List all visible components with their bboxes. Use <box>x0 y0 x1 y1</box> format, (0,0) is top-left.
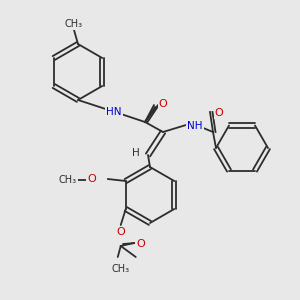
Text: CH₃: CH₃ <box>59 175 77 185</box>
Text: O: O <box>136 239 145 249</box>
Text: NH: NH <box>187 121 203 131</box>
Text: O: O <box>214 108 224 118</box>
Text: CH₃: CH₃ <box>112 264 130 274</box>
Text: O: O <box>87 174 96 184</box>
Text: H: H <box>132 148 140 158</box>
Text: O: O <box>116 227 125 237</box>
Text: CH₃: CH₃ <box>65 19 83 29</box>
Text: O: O <box>159 99 167 109</box>
Text: HN: HN <box>106 107 122 117</box>
